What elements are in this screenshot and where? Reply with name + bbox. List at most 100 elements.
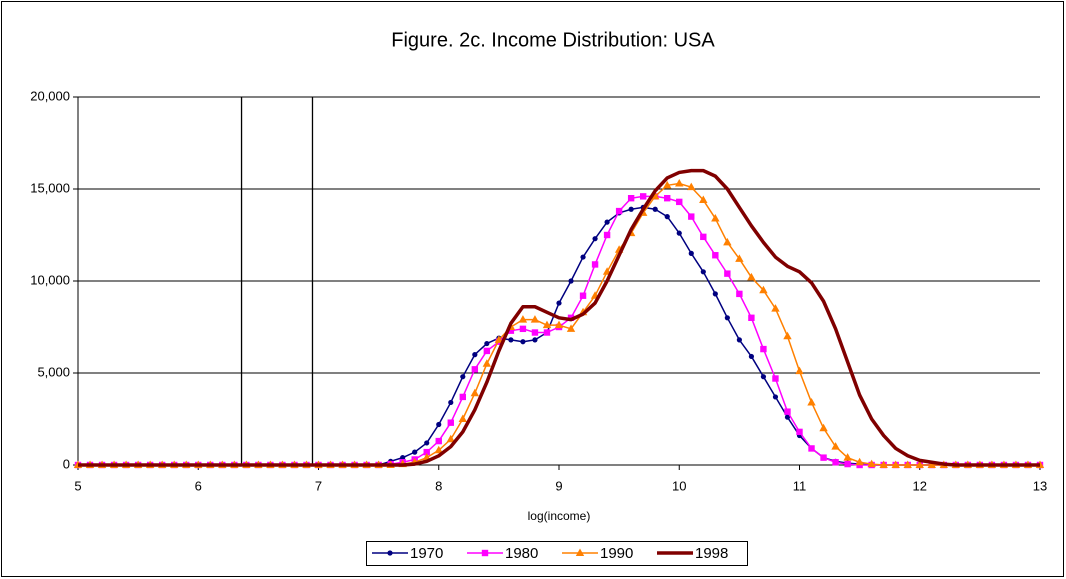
data-point: [795, 366, 804, 375]
data-point: [531, 329, 539, 336]
data-point: [652, 206, 658, 212]
x-tick-label: 12: [913, 478, 927, 493]
y-tick-label: 15,000: [30, 180, 70, 195]
data-point: [603, 231, 611, 239]
data-point: [748, 353, 755, 360]
data-point: [470, 388, 480, 397]
x-tick-label: 10: [672, 478, 686, 493]
data-point: [735, 254, 744, 262]
data-point: [482, 359, 492, 367]
data-point: [903, 460, 912, 468]
data-point: [556, 300, 562, 306]
data-point: [700, 233, 707, 241]
data-point: [724, 270, 731, 277]
data-point: [699, 195, 708, 204]
data-point: [664, 214, 670, 220]
data-point: [554, 320, 564, 329]
data-point: [651, 191, 660, 200]
y-tick-label: 20,000: [30, 88, 70, 103]
x-tick-label: 5: [74, 478, 81, 493]
data-point: [519, 325, 527, 333]
data-point: [664, 195, 671, 202]
legend-marker: [481, 549, 489, 557]
data-point: [494, 335, 504, 343]
data-point: [724, 315, 730, 321]
data-point: [472, 352, 478, 358]
data-point: [819, 423, 828, 432]
data-point: [700, 269, 706, 275]
data-point: [675, 178, 684, 187]
y-tick-label: 10,000: [30, 272, 70, 287]
data-point: [448, 399, 454, 406]
data-point: [808, 445, 815, 452]
data-point: [532, 337, 538, 343]
chart-title: Figure. 2c. Income Distribution: USA: [391, 29, 715, 51]
data-point: [855, 457, 864, 466]
x-tick-label: 7: [315, 478, 322, 493]
data-point: [627, 195, 635, 202]
data-point: [471, 366, 479, 373]
x-tick-label: 9: [555, 478, 562, 493]
data-point: [639, 193, 647, 200]
data-point: [568, 278, 574, 284]
data-point: [832, 459, 839, 466]
legend-label: 1998: [695, 545, 728, 562]
data-point: [434, 445, 443, 454]
data-point: [879, 460, 888, 468]
data-point: [915, 460, 924, 468]
series-line: [78, 168, 1040, 467]
data-point: [458, 414, 467, 422]
data-point: [891, 460, 900, 468]
data-point: [783, 331, 792, 340]
data-point: [566, 324, 576, 332]
data-point: [412, 449, 418, 455]
x-axis-label: log(income): [528, 509, 591, 523]
data-point: [759, 285, 768, 294]
data-point: [760, 374, 767, 380]
data-point: [736, 290, 743, 298]
data-point: [580, 254, 586, 260]
data-point: [423, 448, 430, 456]
data-point: [784, 414, 791, 420]
data-point: [518, 315, 528, 323]
data-point: [843, 453, 852, 461]
data-point: [484, 340, 490, 347]
legend-label: 1980: [505, 545, 538, 562]
data-point: [592, 236, 598, 242]
data-point: [424, 440, 430, 446]
data-point: [530, 315, 540, 323]
data-point: [604, 219, 610, 225]
data-point: [520, 339, 526, 345]
data-point: [760, 345, 767, 353]
data-point: [507, 327, 515, 334]
data-point: [447, 419, 454, 426]
data-point: [687, 182, 696, 191]
data-point: [435, 437, 442, 445]
data-point: [927, 460, 936, 468]
data-point: [436, 421, 442, 428]
data-point: [784, 408, 791, 415]
data-point: [711, 213, 720, 222]
x-tick-label: 8: [435, 478, 442, 493]
data-point: [676, 198, 683, 206]
data-point: [747, 272, 756, 281]
data-point: [807, 397, 816, 406]
data-point: [591, 261, 599, 268]
x-tick-label: 11: [793, 478, 807, 493]
data-point: [579, 292, 587, 299]
data-point: [663, 180, 672, 189]
y-tick-label: 5,000: [37, 364, 70, 379]
data-point: [796, 428, 803, 436]
data-point: [712, 252, 719, 259]
data-point: [772, 375, 779, 382]
data-point: [820, 454, 827, 461]
data-point: [688, 250, 694, 256]
data-point: [459, 393, 466, 401]
data-point: [460, 374, 466, 380]
x-tick-label: 13: [1033, 478, 1047, 493]
data-point: [844, 460, 851, 468]
data-point: [867, 459, 876, 468]
